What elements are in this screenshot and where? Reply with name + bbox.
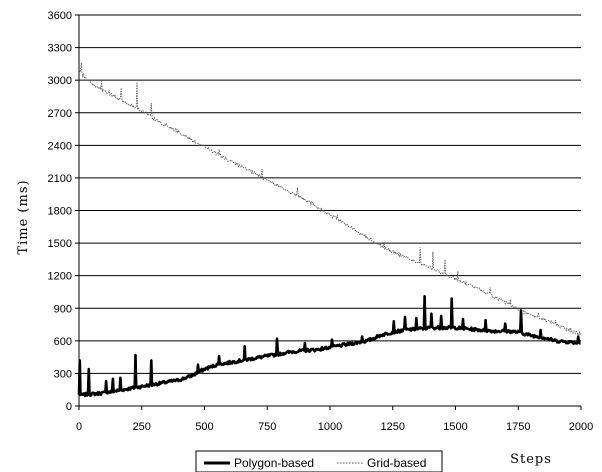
y-tick-label: 0 xyxy=(66,401,72,413)
x-tick-label: 500 xyxy=(195,421,213,433)
legend-label-grid-based: Grid-based xyxy=(367,456,426,470)
series-layer xyxy=(77,62,582,398)
y-tick-label: 300 xyxy=(54,368,72,380)
series-line-grid-based xyxy=(78,62,581,336)
y-tick-label: 2700 xyxy=(48,108,72,120)
y-tick-label: 2400 xyxy=(48,140,72,152)
y-tick-label: 900 xyxy=(54,303,72,315)
y-tick-label: 3300 xyxy=(48,43,72,55)
x-tick-label: 1500 xyxy=(443,421,467,433)
axes xyxy=(75,14,582,410)
x-axis-title: Steps xyxy=(510,452,552,467)
y-tick-label: 1500 xyxy=(48,238,72,250)
gridlines xyxy=(79,14,581,374)
x-tick-label: 1250 xyxy=(381,421,405,433)
legend-label-polygon-based: Polygon-based xyxy=(234,456,314,470)
legend: Polygon-based Grid-based xyxy=(195,450,443,472)
x-tick-label: 750 xyxy=(258,421,276,433)
y-tick-label: 600 xyxy=(54,336,72,348)
x-tick-label: 2000 xyxy=(569,421,593,433)
legend-box xyxy=(195,450,443,472)
y-tick-label: 3000 xyxy=(48,75,72,87)
y-tick-label: 1800 xyxy=(48,206,72,218)
y-tick-label: 3600 xyxy=(48,10,72,22)
y-axis-title: Time (ms) xyxy=(16,179,31,254)
series-line-polygon-based xyxy=(77,294,582,398)
x-tick-label: 0 xyxy=(76,421,82,433)
x-tick-label: 1000 xyxy=(318,421,342,433)
y-tick-label: 1200 xyxy=(48,271,72,283)
y-tick-label: 2100 xyxy=(48,173,72,185)
x-tick-label: 250 xyxy=(133,421,151,433)
tick-labels: 0 300 600 900 1200 1500 1800 2100 2400 2700 3000 33… xyxy=(48,10,594,433)
x-tick-label: 1750 xyxy=(506,421,530,433)
